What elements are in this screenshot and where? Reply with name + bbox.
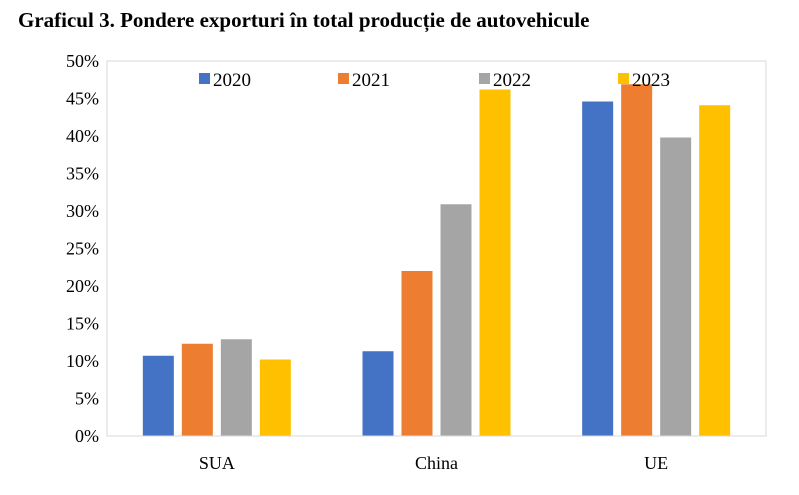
legend-label-2022: 2022 — [493, 70, 531, 91]
bar-sua-2022 — [220, 339, 252, 436]
legend-label-2023: 2023 — [632, 70, 670, 91]
x-axis-ticks: SUA China UE — [199, 453, 668, 473]
bar-ue-2020 — [582, 101, 614, 436]
bar-china-2020 — [362, 351, 394, 436]
y-tick-label: 5% — [75, 389, 99, 409]
bar-ue-2022 — [660, 137, 692, 436]
bar-china-2023 — [479, 89, 511, 436]
legend-swatch-2022 — [479, 73, 490, 84]
bars — [142, 84, 731, 436]
legend-label-2020: 2020 — [213, 70, 251, 91]
bar-sua-2023 — [259, 359, 291, 436]
y-tick-label: 50% — [66, 51, 99, 71]
y-tick-label: 30% — [66, 201, 99, 221]
y-tick-label: 45% — [66, 89, 99, 109]
legend-swatch-2020 — [199, 73, 210, 84]
y-tick-label: 15% — [66, 314, 99, 334]
bar-sua-2021 — [181, 343, 213, 436]
y-tick-label: 35% — [66, 164, 99, 184]
bar-china-2021 — [401, 271, 433, 436]
y-tick-label: 10% — [66, 351, 99, 371]
bar-sua-2020 — [142, 355, 174, 436]
legend-label-2021: 2021 — [352, 70, 390, 91]
y-tick-label: 40% — [66, 126, 99, 146]
bar-china-2022 — [440, 204, 472, 436]
x-tick-label: SUA — [199, 453, 235, 473]
y-tick-label: 20% — [66, 276, 99, 296]
legend: 2020 2021 2022 2023 — [199, 70, 670, 91]
bar-ue-2023 — [699, 105, 731, 436]
x-tick-label: China — [415, 453, 458, 473]
y-tick-label: 25% — [66, 239, 99, 259]
bar-ue-2021 — [621, 84, 653, 436]
legend-swatch-2021 — [338, 73, 349, 84]
legend-swatch-2023 — [618, 73, 629, 84]
y-tick-label: 0% — [75, 426, 99, 446]
chart-title: Graficul 3. Pondere exporturi în total p… — [18, 8, 590, 32]
x-tick-label: UE — [644, 453, 668, 473]
y-axis-ticks: 0% 5% 10% 15% 20% 25% 30% 35% 40% 45% 50% — [66, 51, 99, 446]
